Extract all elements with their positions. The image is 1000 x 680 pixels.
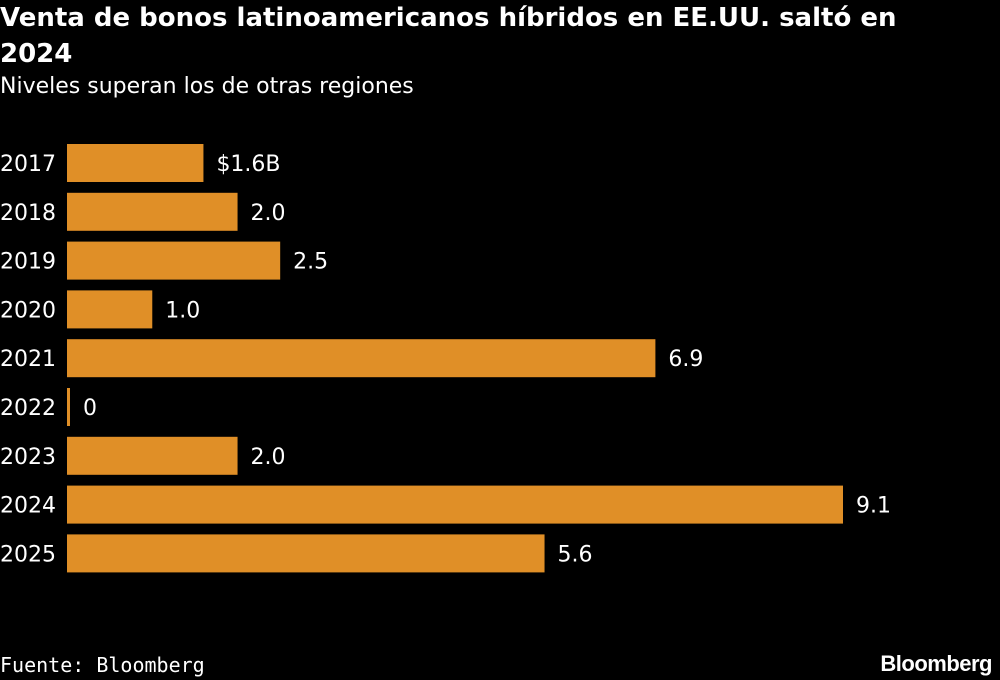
chart-title: Venta de bonos latinoamericanos híbridos… [0,3,897,69]
data-label: 6.9 [668,347,703,372]
bar [67,485,843,524]
bar [67,290,153,329]
category-label: 2022 [0,396,56,421]
chart-subtitle: Niveles superan los de otras regiones [0,74,414,99]
bar [67,388,70,426]
category-label: 2021 [0,347,56,372]
category-label: 2019 [0,250,56,275]
category-label: 2023 [0,445,56,470]
data-label: 1.0 [165,298,200,323]
data-label: 2.0 [251,201,286,226]
bar [67,534,545,573]
category-label: 2025 [0,542,56,567]
data-label: 2.0 [251,445,286,470]
category-label: 2017 [0,152,56,177]
data-label: 9.1 [856,494,891,519]
data-label: 0 [83,396,97,421]
bar [67,144,204,182]
bloomberg-logo: Bloomberg [880,651,992,676]
data-label: $1.6B [216,152,280,177]
bar [67,339,656,378]
bar [67,192,238,231]
bar [67,436,238,475]
category-label: 2024 [0,494,56,519]
category-label: 2018 [0,201,56,226]
source-note: Fuente: Bloomberg [0,653,205,677]
data-label: 5.6 [558,542,593,567]
category-label: 2020 [0,298,56,323]
bar [67,241,281,280]
data-label: 2.5 [293,250,328,275]
bar-chart: 2017 $1.6B 2018 2.0 2019 2.5 2020 1.0 2021 6.9 202… [0,144,891,573]
